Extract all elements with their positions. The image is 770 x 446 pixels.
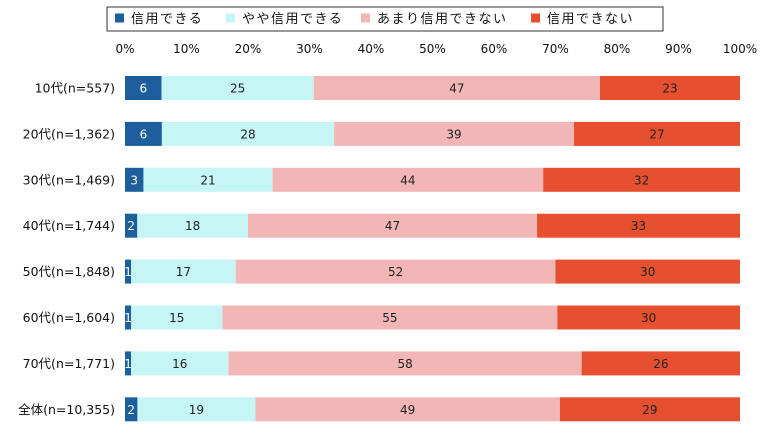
bar-segment xyxy=(334,121,574,146)
legend: 信用できる やや信用できる あまり信用できない 信用できない xyxy=(106,6,664,32)
bar-segment xyxy=(131,351,229,376)
category-label: 40代(n=1,744) xyxy=(23,218,115,233)
data-label: 25 xyxy=(230,82,245,96)
bar-segment xyxy=(125,305,132,330)
bars: 6 25 47 236 28 39 273 21 44 322 18 47 331 17 52 301 15 55… xyxy=(124,76,740,422)
data-label: 2 xyxy=(127,403,135,417)
legend-swatch xyxy=(226,13,235,23)
data-label: 3 xyxy=(130,173,138,187)
x-tick-label: 90% xyxy=(665,42,692,56)
x-tick-label: 50% xyxy=(419,42,446,56)
bar-segment xyxy=(125,259,132,284)
bar-segment xyxy=(272,167,544,192)
data-label: 18 xyxy=(185,219,200,233)
legend-label: 信用できる xyxy=(131,12,203,27)
data-label: 15 xyxy=(169,311,184,325)
data-label: 47 xyxy=(385,219,400,233)
data-label: 6 xyxy=(139,82,147,96)
x-tick-label: 40% xyxy=(358,42,385,56)
data-label: 29 xyxy=(642,403,657,417)
bar-segment xyxy=(573,121,740,146)
bar-segment xyxy=(143,167,273,192)
bar-segment xyxy=(131,259,236,284)
bar-segment xyxy=(131,305,223,330)
bar-segment xyxy=(599,76,740,100)
data-label: 6 xyxy=(140,127,148,141)
data-label: 58 xyxy=(397,357,412,371)
x-axis-ticks: 0% 10% 20% 30% 40% 50% 60% 70% 80% 90% 100% xyxy=(115,42,757,56)
legend-swatch xyxy=(531,13,540,23)
x-tick-label: 20% xyxy=(235,42,262,56)
category-label: 全体(n=10,355) xyxy=(18,402,115,417)
category-label: 30代(n=1,469) xyxy=(23,172,115,187)
x-tick-label: 100% xyxy=(723,42,757,56)
bar-segment xyxy=(559,397,740,422)
x-tick-label: 10% xyxy=(173,42,200,56)
bar-segment xyxy=(161,76,314,100)
category-label: 70代(n=1,771) xyxy=(23,356,115,371)
data-label: 21 xyxy=(200,173,215,187)
bar-segment xyxy=(137,213,248,238)
legend-swatch xyxy=(361,13,370,23)
data-label: 1 xyxy=(124,311,132,325)
bar-segment xyxy=(125,351,132,376)
data-label: 1 xyxy=(124,357,132,371)
legend-label: あまり信用できない xyxy=(377,12,508,27)
x-tick-label: 80% xyxy=(604,42,631,56)
data-label: 28 xyxy=(240,127,255,141)
bar-segment xyxy=(537,213,740,238)
data-label: 17 xyxy=(176,265,191,279)
data-label: 19 xyxy=(189,403,204,417)
data-label: 55 xyxy=(382,311,397,325)
bar-segment xyxy=(555,259,740,284)
legend-swatch xyxy=(115,13,124,23)
bar-segment xyxy=(313,76,600,100)
category-label: 20代(n=1,362) xyxy=(23,126,115,141)
x-tick-label: 0% xyxy=(115,42,134,56)
data-label: 26 xyxy=(653,357,668,371)
x-tick-label: 70% xyxy=(542,42,569,56)
data-label: 39 xyxy=(446,127,461,141)
bar-segment xyxy=(235,259,556,284)
bar-segment xyxy=(543,167,740,192)
bar-segment xyxy=(125,213,138,238)
category-label: 10代(n=557) xyxy=(35,81,115,96)
data-label: 30 xyxy=(641,311,656,325)
data-label: 23 xyxy=(662,82,677,96)
y-axis-labels: 10代(n=557) 20代(n=1,362) 30代(n=1,469) 40代(n=… xyxy=(18,81,115,417)
bar-segment xyxy=(137,397,256,422)
legend-box xyxy=(106,6,664,32)
data-label: 1 xyxy=(124,265,132,279)
data-label: 33 xyxy=(631,219,646,233)
legend-label: 信用できない xyxy=(547,12,634,27)
data-label: 52 xyxy=(388,265,403,279)
data-label: 16 xyxy=(172,357,187,371)
bar-segment xyxy=(557,305,740,330)
bar-segment xyxy=(125,121,162,146)
category-label: 50代(n=1,848) xyxy=(23,264,115,279)
category-label: 60代(n=1,604) xyxy=(23,310,115,325)
data-label: 2 xyxy=(127,219,135,233)
x-tick-label: 30% xyxy=(296,42,323,56)
bar-segment xyxy=(581,351,740,376)
legend-label: やや信用できる xyxy=(242,12,343,27)
data-label: 32 xyxy=(634,173,649,187)
x-tick-label: 60% xyxy=(481,42,508,56)
bar-segment xyxy=(125,167,144,192)
bar-segment xyxy=(222,305,558,330)
data-label: 49 xyxy=(400,403,415,417)
bar-segment xyxy=(255,397,560,422)
bar-segment xyxy=(228,351,582,376)
bar-segment xyxy=(125,76,162,100)
data-label: 30 xyxy=(640,265,655,279)
bar-segment xyxy=(125,397,138,422)
data-label: 44 xyxy=(400,173,415,187)
data-label: 47 xyxy=(449,82,464,96)
data-label: 27 xyxy=(649,127,664,141)
bar-segment xyxy=(248,213,538,238)
bar-segment xyxy=(161,121,335,146)
